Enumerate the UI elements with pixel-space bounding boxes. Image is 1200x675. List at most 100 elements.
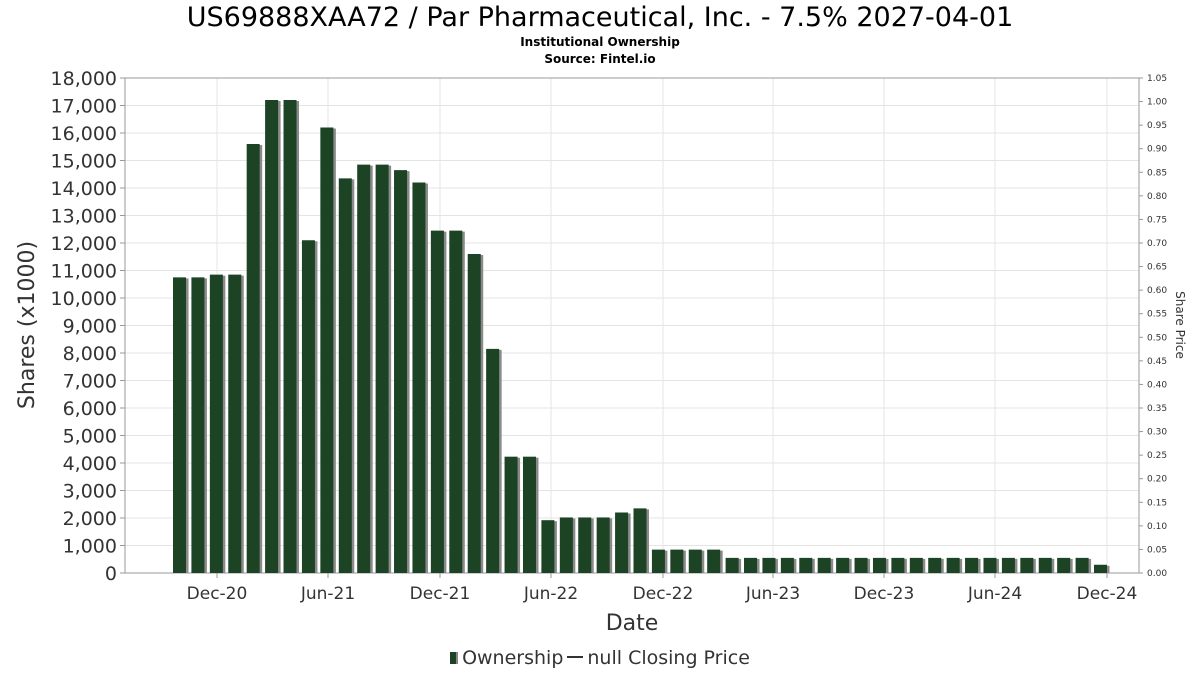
ownership-bar xyxy=(375,164,389,573)
ownership-bar xyxy=(836,557,850,573)
x-axis: Dec-20 Jun-21 Dec-21 Jun-22 Dec-22 Jun-23 Dec-… xyxy=(187,573,1137,604)
legend-price-label: null Closing Price xyxy=(587,647,750,669)
ownership-bar xyxy=(522,456,536,573)
ownership-bar xyxy=(651,549,665,573)
ownership-bar xyxy=(246,144,260,573)
x-tick-label: Dec-22 xyxy=(633,584,694,604)
x-tick-label: Jun-24 xyxy=(967,584,1022,604)
ownership-bar xyxy=(559,517,573,573)
legend-ownership-label: Ownership xyxy=(462,647,564,669)
y2-tick-label: 0.10 xyxy=(1147,522,1167,532)
y2-tick-label: 0.95 xyxy=(1147,121,1167,131)
y2-tick-label: 0.30 xyxy=(1147,428,1167,438)
y-tick-label: 12,000 xyxy=(51,233,117,255)
ownership-bar xyxy=(725,557,739,573)
y2-tick-label: 0.85 xyxy=(1147,168,1167,178)
y-tick-label: 9,000 xyxy=(63,316,117,338)
y2-tick-label: 0.75 xyxy=(1147,215,1167,225)
y2-tick-label: 1.00 xyxy=(1147,98,1167,108)
y2-tick-label: 1.05 xyxy=(1147,74,1167,84)
ownership-bar xyxy=(228,274,242,573)
legend: Ownership null Closing Price xyxy=(0,647,1200,669)
ownership-bar xyxy=(541,520,555,573)
x-tick-label: Jun-21 xyxy=(300,584,355,604)
ownership-bar xyxy=(265,100,279,573)
y-tick-label: 13,000 xyxy=(51,206,117,228)
ownership-bar xyxy=(872,557,886,573)
ownership-bar xyxy=(504,456,518,573)
ownership-bar xyxy=(1020,557,1034,573)
y-tick-label: 8,000 xyxy=(63,343,117,365)
chart-title: US69888XAA72 / Par Pharmaceutical, Inc. … xyxy=(186,2,1014,33)
ownership-bar xyxy=(301,240,315,573)
ownership-bar xyxy=(965,557,979,573)
y-tick-label: 3,000 xyxy=(63,481,117,503)
bars-group xyxy=(173,100,1110,573)
x-tick-label: Jun-23 xyxy=(745,584,800,604)
y2-tick-label: 0.05 xyxy=(1147,545,1167,555)
y-tick-label: 5,000 xyxy=(63,426,117,448)
ownership-bar xyxy=(173,277,186,573)
ownership-bar xyxy=(283,100,297,573)
y-axis-right: 0.00 0.05 0.10 0.15 0.20 0.25 0.30 0.35 0.40 0.45… xyxy=(1139,74,1167,579)
ownership-bar xyxy=(1057,557,1071,573)
y2-tick-label: 0.15 xyxy=(1147,498,1167,508)
ownership-bar xyxy=(1001,557,1015,573)
x-axis-title: Date xyxy=(606,611,659,636)
y2-tick-label: 0.35 xyxy=(1147,404,1167,414)
ownership-bar xyxy=(578,517,592,573)
y2-tick-label: 0.60 xyxy=(1147,286,1167,296)
ownership-bar xyxy=(891,557,905,573)
y2-tick-label: 0.90 xyxy=(1147,145,1167,155)
y-tick-label: 0 xyxy=(105,563,117,585)
x-tick-label: Dec-21 xyxy=(410,584,471,604)
ownership-bar xyxy=(946,557,960,573)
y-tick-label: 6,000 xyxy=(63,398,117,420)
y-axis-title: Shares (x1000) xyxy=(15,241,40,409)
y-tick-label: 15,000 xyxy=(51,151,117,173)
chart-subtitle: Institutional Ownership xyxy=(520,35,680,49)
y2-tick-label: 0.55 xyxy=(1147,310,1167,320)
y2-tick-label: 0.00 xyxy=(1147,569,1167,579)
ownership-bar xyxy=(596,517,610,573)
ownership-bar xyxy=(430,230,444,573)
y-tick-label: 10,000 xyxy=(51,288,117,310)
ownership-bar xyxy=(394,170,408,573)
ownership-bar xyxy=(780,557,794,573)
x-tick-label: Dec-23 xyxy=(854,584,915,604)
y2-tick-label: 0.70 xyxy=(1147,239,1167,249)
ownership-bar xyxy=(1094,564,1107,573)
ownership-bar xyxy=(670,549,684,573)
y-tick-label: 7,000 xyxy=(63,371,117,393)
y-tick-label: 17,000 xyxy=(51,96,117,118)
x-tick-label: Jun-22 xyxy=(523,584,578,604)
y2-tick-label: 0.40 xyxy=(1147,380,1167,390)
chart-source: Source: Fintel.io xyxy=(544,52,656,66)
y2-tick-label: 0.50 xyxy=(1147,333,1167,343)
ownership-bar xyxy=(1075,557,1089,573)
ownership-bar xyxy=(486,348,500,573)
ownership-bar xyxy=(412,182,426,573)
y2-axis-title: Share Price xyxy=(1173,291,1187,359)
y2-tick-label: 0.20 xyxy=(1147,475,1167,485)
ownership-bar xyxy=(1038,557,1052,573)
y-tick-label: 16,000 xyxy=(51,123,117,145)
y-tick-label: 18,000 xyxy=(51,68,117,90)
y2-tick-label: 0.80 xyxy=(1147,192,1167,202)
y2-tick-label: 0.25 xyxy=(1147,451,1167,461)
ownership-bar xyxy=(449,230,463,573)
ownership-bar xyxy=(928,557,942,573)
ownership-bar xyxy=(909,557,923,573)
ownership-bar xyxy=(191,277,205,573)
ownership-bar xyxy=(688,549,702,573)
legend-price-swatch xyxy=(567,656,584,658)
ownership-bar xyxy=(854,557,868,573)
y2-tick-label: 0.65 xyxy=(1147,263,1167,273)
ownership-bar xyxy=(615,512,629,573)
y-tick-label: 11,000 xyxy=(51,261,117,283)
ownership-bar xyxy=(357,164,371,573)
ownership-bar xyxy=(633,508,647,573)
y-tick-label: 14,000 xyxy=(51,178,117,200)
ownership-bar xyxy=(209,274,223,573)
